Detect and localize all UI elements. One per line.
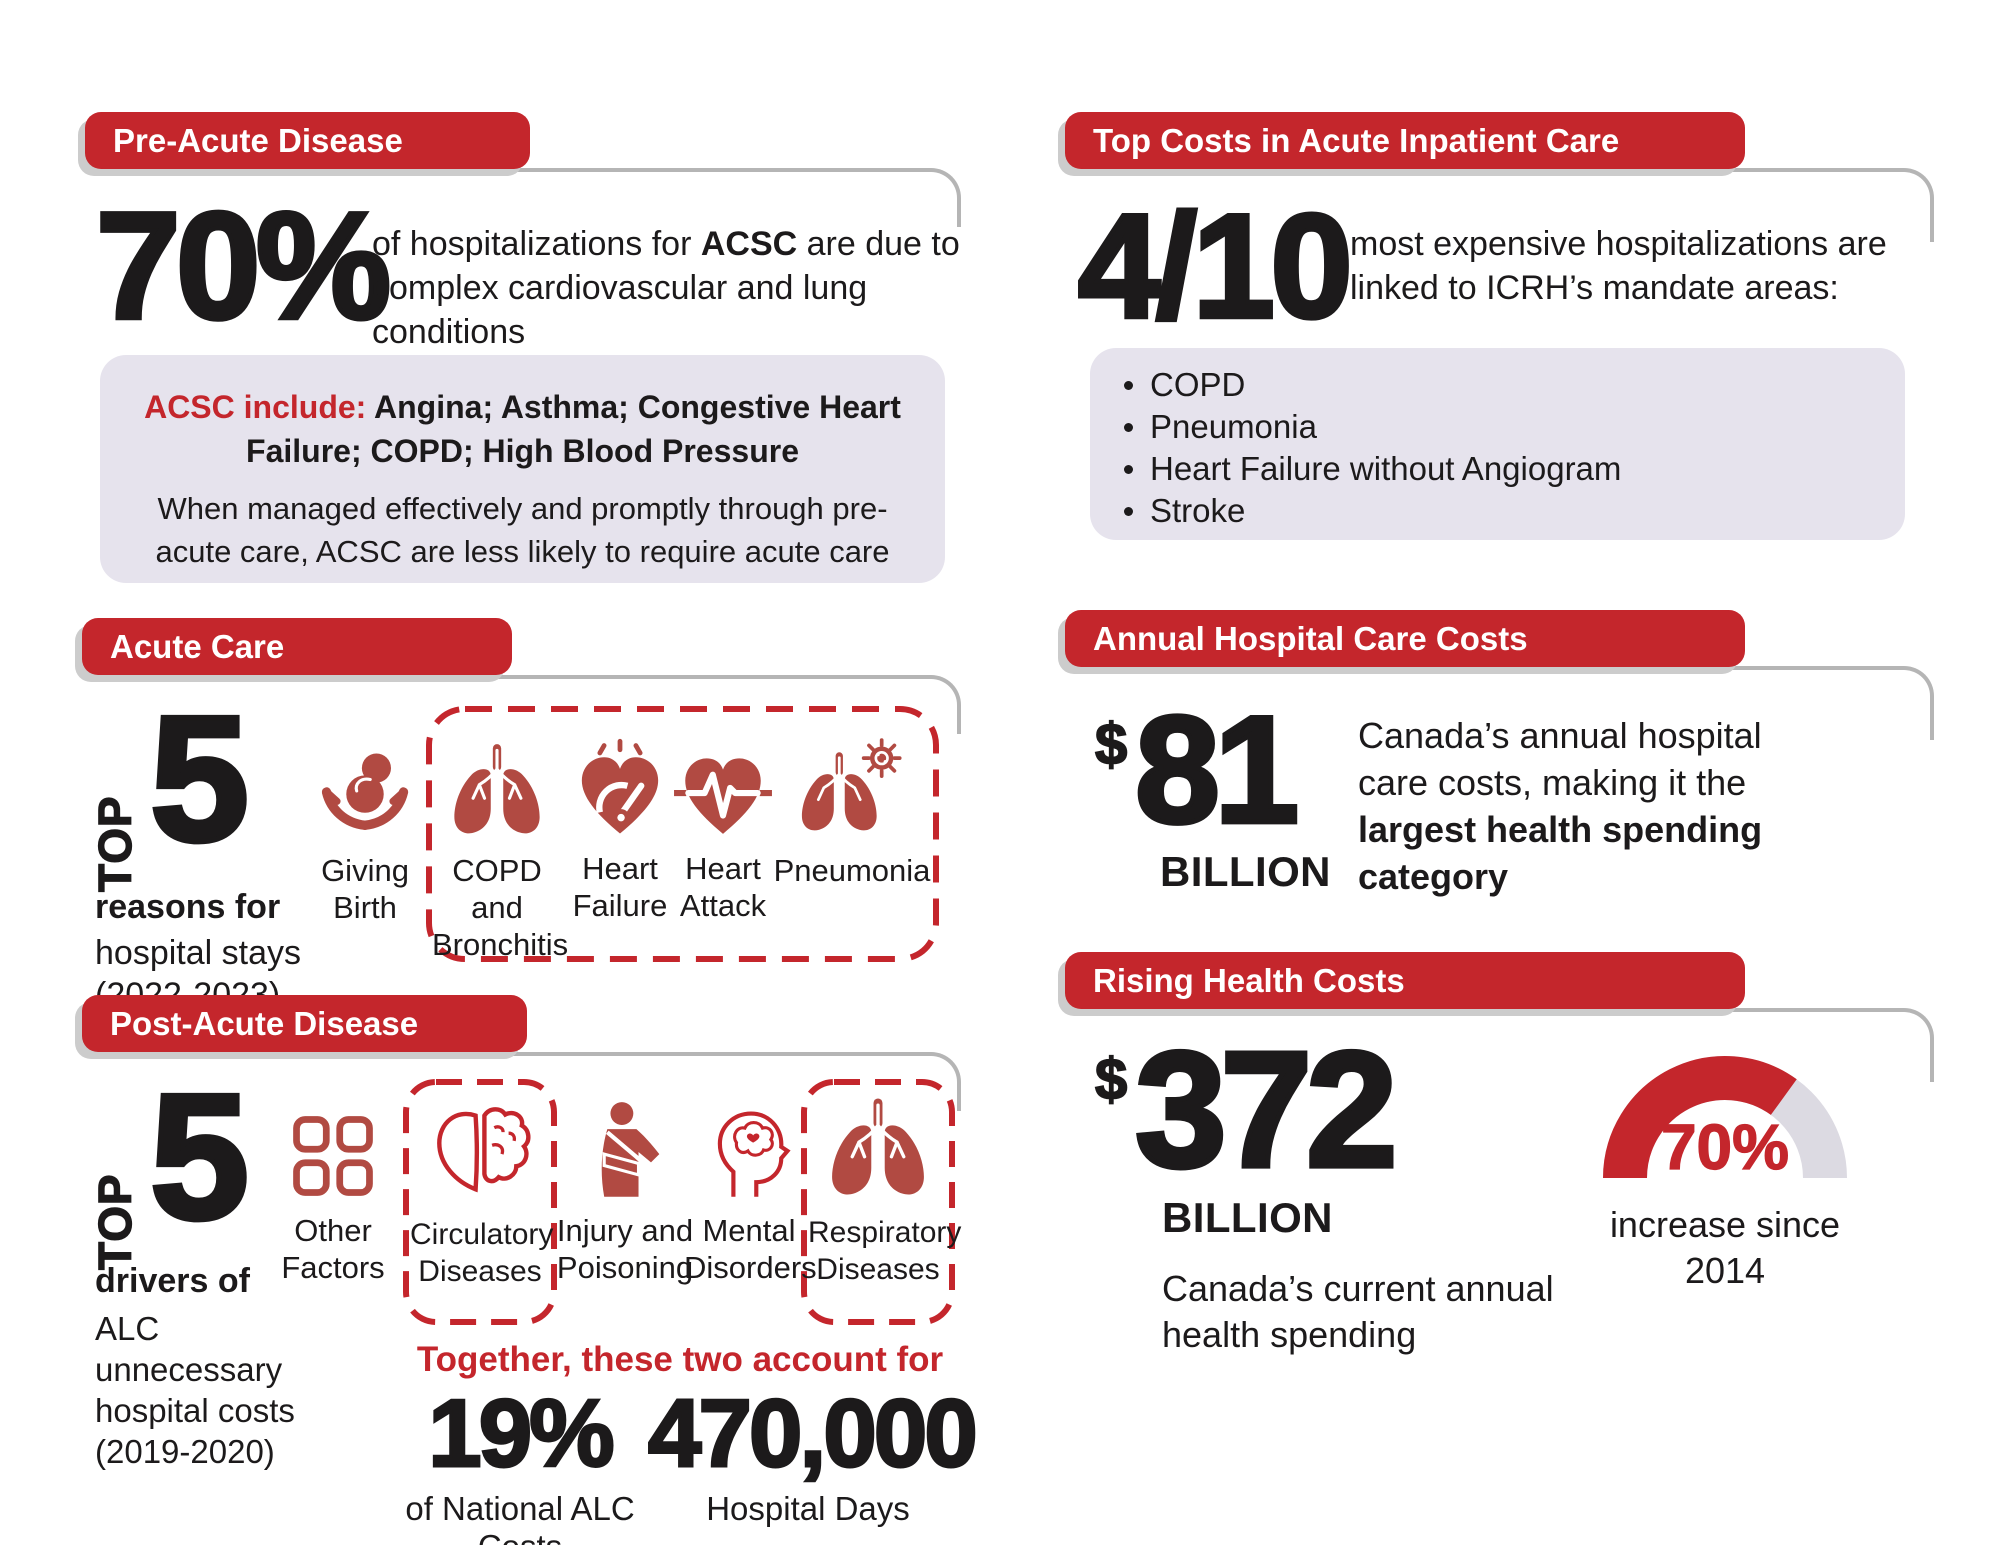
heart-brain-icon [437, 1107, 531, 1193]
circulatory-dashed-frame [403, 1079, 557, 1325]
annual-cost-description: Canada’s annual hospital care costs, mak… [1358, 712, 1838, 900]
acute-item-label: Heart Attack [679, 851, 767, 923]
rising-cost-description: Canada’s current annual health spending [1162, 1268, 1554, 1355]
mandate-areas-panel: COPD Pneumonia Heart Failure without Ang… [1090, 348, 1905, 540]
banner-title: Rising Health Costs [1093, 962, 1405, 999]
together-statement: Together, these two account for [416, 1340, 944, 1379]
post-acute-item-circulatory: Circulatory Diseases [410, 1098, 554, 1290]
acsc-include-label: ACSC include: [144, 389, 367, 425]
list-item: Stroke [1114, 490, 1905, 532]
acute-item-pneumonia: Pneumonia [768, 738, 936, 889]
desc-bold: largest health spending category [1358, 809, 1763, 897]
post-acute-item-label: Circulatory Diseases [410, 1218, 554, 1288]
four-squares-icon [293, 1116, 373, 1196]
section-frame-rising [1075, 1008, 1934, 1082]
gauge-arc [1603, 1056, 1847, 1179]
mandate-areas-list: COPD Pneumonia Heart Failure without Ang… [1090, 348, 1905, 532]
gauge-value-label: 70% [1660, 1110, 1790, 1183]
gauge-caption: increase since 2014 [1609, 1204, 1841, 1291]
acute-item-heart-failure: Heart Failure [558, 736, 682, 924]
stat-70-percent: 70% [94, 181, 394, 351]
rising-cost-figure: $ 372 [1094, 1018, 1400, 1201]
acsc-conditions: Angina; Asthma; Congestive Heart Failure… [246, 389, 901, 469]
baby-in-hands-icon [321, 753, 409, 830]
section-banner-annual: Annual Hospital Care Costs [1065, 610, 1745, 667]
banner-title: Top Costs in Acute Inpatient Care [1093, 122, 1620, 159]
desc-text: of hospitalizations for [372, 225, 701, 263]
acsc-conditions-line: ACSC include: Angina; Asthma; Congestive… [134, 385, 911, 473]
banner-title: Pre-Acute Disease [113, 122, 403, 159]
acute-item-label: Heart Failure [572, 851, 668, 923]
post-acute-item-other-factors: Other Factors [266, 1108, 400, 1286]
list-item: Pneumonia [1114, 406, 1905, 448]
acute-item-heart-attack: Heart Attack [664, 740, 782, 924]
rising-cost-unit: BILLION [1162, 1194, 1333, 1241]
heart-ecg-icon [674, 758, 772, 834]
section-frame-pre-acute [95, 168, 961, 227]
top-number-acute: 5 [147, 679, 251, 878]
respiratory-dashed-frame [801, 1079, 955, 1325]
stat-caption: Hospital Days [706, 1490, 910, 1527]
stat-caption: of National ALC Costs [405, 1490, 635, 1545]
top-costs-description: most expensive hospitalizations are link… [1350, 225, 1887, 307]
post-acute-item-label: Respiratory Diseases [808, 1216, 962, 1286]
stat-70-description: of hospitalizations for ACSC are due to … [372, 222, 1012, 354]
section-frame-post-acute [92, 1052, 961, 1111]
acute-item-copd: COPD and Bronchitis [432, 740, 569, 963]
section-banner-rising: Rising Health Costs [1065, 952, 1745, 1009]
banner-title: Annual Hospital Care Costs [1093, 620, 1528, 657]
section-frame-top-costs [1075, 168, 1934, 242]
head-brain-icon [717, 1111, 791, 1197]
section-banner-pre-acute: Pre-Acute Disease [85, 112, 530, 169]
stat-value: 470,000 [647, 1380, 980, 1487]
acsc-note: When managed effectively and promptly th… [155, 491, 890, 569]
list-item: COPD [1114, 364, 1905, 406]
stat-4-of-10: 4/10 [1076, 184, 1355, 349]
annual-cost-value: 81 [1133, 685, 1302, 855]
section-banner-post-acute: Post-Acute Disease [82, 995, 527, 1052]
heart-gauge-icon [581, 738, 659, 834]
lungs-icon [454, 744, 540, 834]
post-acute-item-label: Mental Disorders [684, 1213, 817, 1285]
top-word-post-acute: TOP [88, 1173, 141, 1271]
stat-value: 19% [427, 1380, 616, 1487]
acute-item-giving-birth: Giving Birth [298, 740, 432, 926]
increase-gauge-chart: 70% [1580, 1028, 1870, 1188]
desc-text: Canada’s annual hospital care costs, mak… [1358, 715, 1762, 803]
acsc-info-panel: ACSC include: Angina; Asthma; Congestive… [100, 355, 945, 583]
post-acute-subtitle: ALC unnecessary hospital costs (2019-202… [95, 1310, 295, 1470]
acute-item-label: COPD and Bronchitis [432, 853, 569, 962]
list-item: Heart Failure without Angiogram [1114, 448, 1905, 490]
lungs-virus-icon [801, 738, 902, 831]
post-acute-item-label: Injury and Poisoning [556, 1213, 694, 1285]
post-acute-item-injury: Injury and Poisoning [556, 1100, 694, 1286]
desc-bold-acsc: ACSC [700, 225, 798, 263]
annual-cost-figure: $ 81 [1094, 685, 1302, 855]
acute-item-label: Pneumonia [773, 853, 931, 888]
stat-alc-costs: 19% of National ALC Costs [395, 1380, 645, 1545]
acute-subtitle-bold: reasons for [95, 888, 281, 926]
arm-sling-icon [601, 1102, 660, 1197]
acute-item-label: Giving Birth [321, 853, 409, 925]
post-acute-subtitle-bold: drivers of [95, 1262, 250, 1300]
top-word-acute: TOP [88, 795, 141, 893]
section-banner-acute: Acute Care [82, 618, 512, 675]
annual-cost-unit: BILLION [1160, 848, 1331, 895]
section-frame-annual [1075, 666, 1934, 740]
lungs-icon [832, 1098, 924, 1195]
rising-cost-value: 372 [1133, 1018, 1400, 1201]
post-acute-item-label: Other Factors [281, 1213, 385, 1285]
banner-title: Post-Acute Disease [110, 1005, 419, 1042]
desc-text-tail: are due to complex cardiovascular and lu… [372, 225, 960, 351]
section-banner-top-costs: Top Costs in Acute Inpatient Care [1065, 112, 1745, 169]
top-number-post-acute: 5 [147, 1057, 251, 1256]
banner-title: Acute Care [110, 628, 285, 665]
stat-hospital-days: 470,000 Hospital Days [647, 1380, 980, 1528]
post-acute-item-respiratory: Respiratory Diseases [808, 1094, 962, 1288]
acute-dashed-frame [426, 706, 939, 962]
post-acute-item-mental: Mental Disorders [684, 1100, 817, 1286]
section-frame-acute [92, 675, 961, 734]
